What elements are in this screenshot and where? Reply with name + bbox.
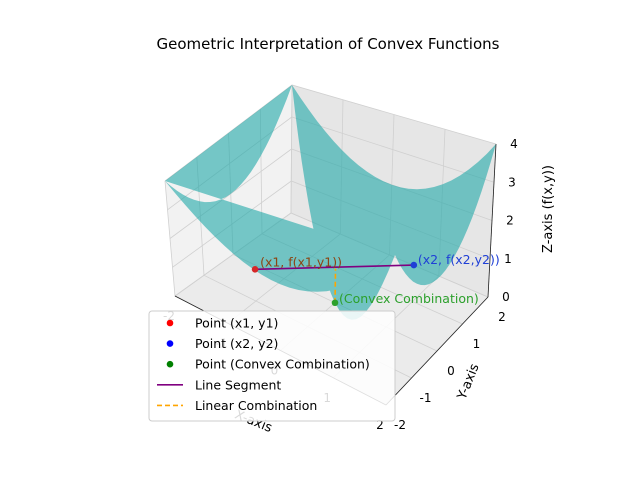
- point-annotation: (x2, f(x2,y2)): [418, 252, 500, 267]
- y-axis-line: [385, 296, 489, 406]
- point-marker: [410, 261, 418, 269]
- legend-box: [148, 310, 396, 422]
- legend-label: Point (x2, y2): [195, 336, 278, 351]
- z-tick-label: 3: [508, 175, 516, 189]
- chart-title: Geometric Interpretation of Convex Funct…: [157, 35, 500, 53]
- legend-label: Linear Combination: [195, 398, 317, 413]
- z-tick-label: 4: [510, 137, 518, 151]
- legend-marker: [166, 360, 174, 368]
- y-tick-label: 1: [473, 337, 481, 351]
- legend-label: Line Segment: [195, 377, 281, 392]
- line-segment-line: [255, 264, 414, 271]
- point-annotation: (x1, f(x1,y1)): [260, 254, 342, 269]
- linear-combination-line: [334, 268, 337, 303]
- z-tick-label: 0: [502, 290, 510, 304]
- z-axis-line: [487, 143, 497, 298]
- z-tick-label: 2: [506, 214, 514, 228]
- y-tick-label: -1: [420, 391, 432, 405]
- convex-surface: [165, 85, 496, 320]
- z-axis-label: Z-axis (f(x,y)): [541, 165, 556, 253]
- legend-marker: [166, 319, 174, 327]
- surface-patch: [165, 85, 496, 320]
- point-annotation: (Convex Combination): [339, 291, 479, 306]
- point-marker: [251, 266, 259, 273]
- y-axis-label: Y-axis: [454, 361, 482, 402]
- legend-label: Point (Convex Combination): [195, 357, 370, 372]
- legend-label: Point (x1, y1): [195, 316, 278, 331]
- z-tick-label: 1: [504, 252, 512, 266]
- x-tick-label: 2: [376, 418, 384, 432]
- point-marker: [331, 299, 339, 307]
- legend-marker: [166, 340, 174, 347]
- y-tick-label: 0: [447, 364, 455, 378]
- plot-overlays: (x1, f(x1,y1)) (x2, f(x2,y2)) (Convex Comb…: [251, 252, 500, 307]
- y-tick-label: -2: [394, 418, 406, 432]
- y-tick-label: 2: [498, 310, 506, 324]
- legend: Point (x1, y1) Point (x2, y2) Point (Conve…: [148, 310, 396, 422]
